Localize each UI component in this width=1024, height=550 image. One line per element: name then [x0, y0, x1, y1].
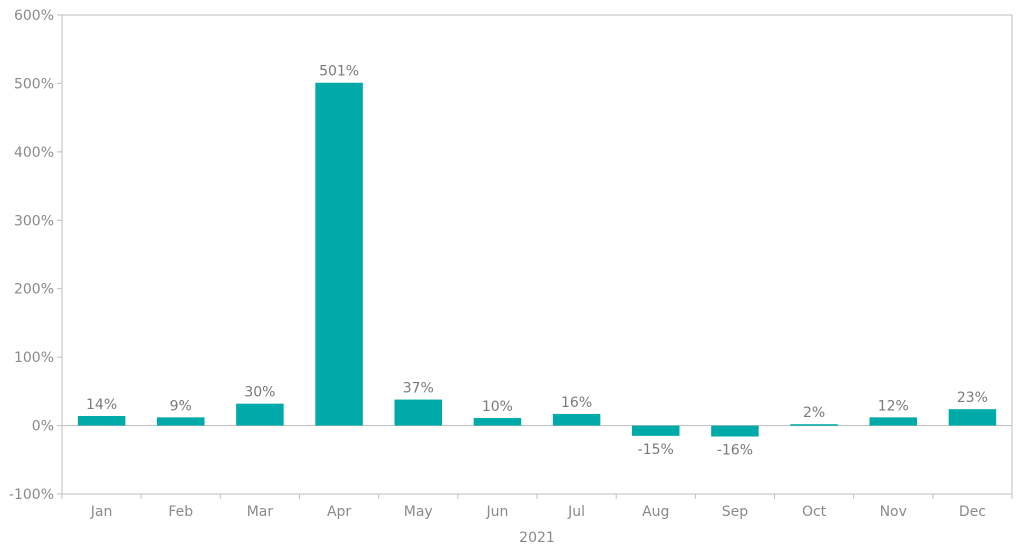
bar [869, 417, 917, 426]
y-tick-label: 0% [32, 419, 54, 435]
y-axis: -100% 0% 100% 200% 300% 400% 500% 600% [9, 8, 62, 503]
bar [157, 417, 205, 426]
x-tick-label: Feb [168, 504, 193, 520]
x-tick-label: Mar [247, 504, 274, 520]
data-label: 2% [803, 405, 825, 421]
bar [711, 425, 759, 437]
data-label: 501% [319, 64, 359, 80]
bar [632, 425, 680, 436]
y-tick-label: -100% [9, 487, 54, 503]
x-tick-label: Nov [880, 504, 907, 520]
x-tick-label: Apr [327, 504, 351, 520]
y-tick-label: 100% [14, 350, 54, 366]
x-tick-label: Oct [802, 504, 827, 520]
data-label: 14% [86, 397, 117, 413]
y-tick-label: 200% [14, 282, 54, 298]
data-label: 37% [403, 381, 434, 397]
data-label: -15% [638, 442, 674, 458]
x-tick-label: Jan [90, 504, 113, 520]
bar [394, 399, 442, 426]
x-axis-title: 2021 [519, 530, 555, 546]
x-tick-label: Aug [642, 504, 669, 520]
y-tick-label: 400% [14, 145, 54, 161]
data-label: 30% [244, 385, 275, 401]
data-label: 23% [957, 390, 988, 406]
x-tick-label: Dec [959, 504, 986, 520]
x-tick-label: Jun [485, 504, 508, 520]
bar [236, 403, 284, 426]
bar-series: 14% 9% 30% 501% 37% 10% 16% -15% -16% 2% 12% 23% [77, 64, 997, 459]
data-label: 16% [561, 395, 592, 411]
data-label: 12% [878, 398, 909, 414]
y-tick-label: 600% [14, 8, 54, 24]
data-label: 9% [170, 398, 192, 414]
x-tick-label: Sep [722, 504, 749, 520]
y-tick-label: 500% [14, 76, 54, 92]
bar [790, 424, 838, 426]
data-label: 10% [482, 399, 513, 415]
x-tick-label: Jul [567, 504, 585, 520]
x-axis: Jan Feb Mar Apr May Jun Jul Aug Sep Oct Nov Dec [61, 494, 1013, 520]
bar [315, 82, 363, 426]
data-label: -16% [717, 443, 753, 459]
bar [552, 413, 601, 426]
y-tick-label: 300% [14, 213, 54, 229]
bar [948, 409, 997, 426]
bar [473, 418, 522, 426]
bar [77, 415, 126, 426]
x-tick-label: May [404, 504, 433, 520]
